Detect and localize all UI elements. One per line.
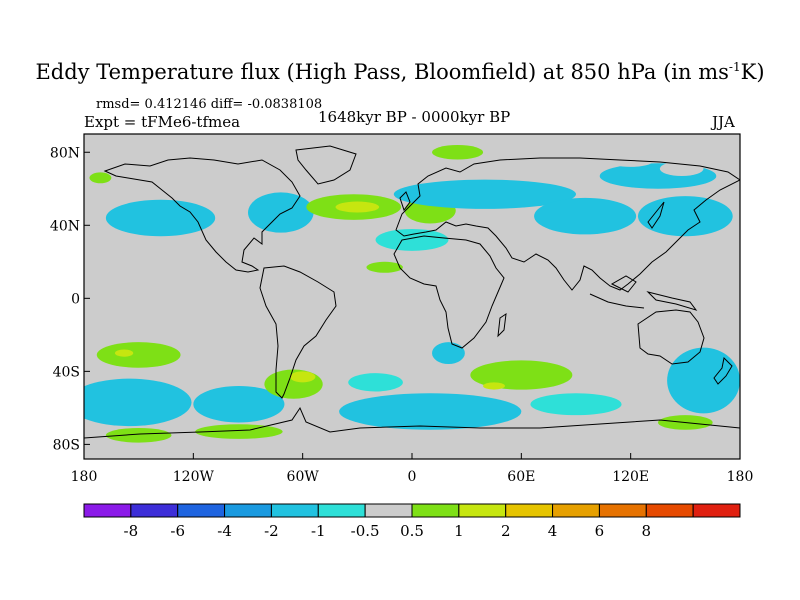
colorbar-label-8: 2 <box>501 522 511 540</box>
coastline-british-isles <box>399 191 411 212</box>
lon-label-2: 60W <box>287 469 320 485</box>
coastline-indonesia <box>589 275 698 311</box>
anomaly-region-0 <box>432 144 484 160</box>
colorbar-label-2: -4 <box>217 522 232 540</box>
anomaly-region-3 <box>659 161 704 176</box>
coastline-south-america <box>259 265 337 399</box>
coastline-australia <box>637 309 705 365</box>
lon-label-4: 60E <box>507 469 535 485</box>
anomaly-region-21 <box>105 427 172 443</box>
colorbar-swatch-6 <box>364 503 413 518</box>
coastline-africa <box>393 235 505 349</box>
anomaly-region-16 <box>114 349 134 357</box>
anomaly-region-10 <box>393 179 576 209</box>
anomaly-region-14 <box>366 261 403 273</box>
colorbar-swatch-13 <box>692 503 741 518</box>
colorbar-label-9: 4 <box>548 522 558 540</box>
colorbar-swatch-11 <box>598 503 647 518</box>
colorbar-label-4: -1 <box>311 522 326 540</box>
colorbar: -8 -6 -4 -2 -1 -0.5 0.5 1 2 4 6 8 <box>83 503 741 540</box>
colorbar-swatch-12 <box>645 503 694 518</box>
colorbar-swatch-5 <box>317 503 366 518</box>
lat-label-0: 80N <box>50 145 80 161</box>
anomaly-region-6 <box>247 192 314 233</box>
colorbar-swatch-0 <box>83 503 132 518</box>
anomaly-region-8 <box>335 201 380 213</box>
coastline-japan <box>647 201 665 229</box>
anomaly-region-13 <box>375 228 449 251</box>
colorbar-label-0: -8 <box>124 522 139 540</box>
experiment-label: Expt = tFMe6-tfmea <box>84 113 241 131</box>
lat-label-3: 40S <box>53 364 80 380</box>
colorbar-label-1: -6 <box>170 522 185 540</box>
anomaly-region-27 <box>339 393 522 430</box>
anomaly-region-11 <box>534 197 637 235</box>
anomaly-region-24 <box>432 342 465 365</box>
statistics-line: rmsd= 0.412146 diff= -0.0838108 <box>96 97 323 112</box>
coastline-antarctica <box>84 406 740 439</box>
coastline-eurasia <box>395 157 740 291</box>
anomaly-region-1 <box>89 172 112 184</box>
colorbar-swatch-1 <box>130 503 179 518</box>
coastlines <box>84 145 740 439</box>
lat-label-2: 0 <box>71 291 80 307</box>
colorbar-swatch-10 <box>552 503 600 518</box>
lat-label-1: 40N <box>50 218 80 234</box>
lon-label-5: 120E <box>612 469 649 485</box>
colorbar-label-6: 0.5 <box>400 522 424 540</box>
anomaly-region-15 <box>96 342 181 368</box>
anomaly-region-18 <box>193 385 285 423</box>
lon-label-3: 0 <box>408 469 417 485</box>
colorbar-swatch-2 <box>177 503 226 518</box>
coastline-madagascar <box>497 312 507 338</box>
anomaly-region-5 <box>105 199 216 237</box>
period-label: 1648kyr BP - 0000kyr BP <box>318 108 511 126</box>
axis-labels: 80N 40N 0 40S 80S 180 120W 60W 0 60E 120E 180 <box>50 145 753 485</box>
chart-title: Eddy Temperature flux (High Pass, Bloomf… <box>35 60 765 84</box>
lat-label-4: 80S <box>53 437 80 453</box>
anomaly-regions <box>84 144 740 443</box>
colorbar-label-10: 6 <box>595 522 605 540</box>
colorbar-swatch-3 <box>224 503 272 518</box>
colorbar-label-5: -0.5 <box>351 522 380 540</box>
coastline-greenland <box>295 145 357 185</box>
lon-label-0: 180 <box>71 469 98 485</box>
anomaly-region-12 <box>637 196 733 237</box>
anomaly-region-4 <box>608 155 653 167</box>
anomaly-region-26 <box>483 382 505 390</box>
season-label: JJA <box>712 113 735 131</box>
anomaly-region-20 <box>289 371 316 383</box>
colorbar-swatch-4 <box>270 503 319 518</box>
lon-label-6: 180 <box>727 469 754 485</box>
anomaly-region-22 <box>195 424 283 439</box>
coastline-new-zealand <box>713 356 733 385</box>
colorbar-swatch-9 <box>505 503 554 518</box>
anomaly-region-25 <box>470 360 573 390</box>
lon-label-1: 120W <box>173 469 215 485</box>
anomaly-region-28 <box>530 393 622 416</box>
colorbar-swatch-7 <box>411 503 460 518</box>
anomaly-region-29 <box>667 347 740 414</box>
colorbar-label-11: 8 <box>642 522 652 540</box>
colorbar-label-3: -2 <box>264 522 279 540</box>
colorbar-label-7: 1 <box>454 522 464 540</box>
anomaly-region-23 <box>348 373 403 392</box>
anomaly-region-17 <box>84 378 192 427</box>
colorbar-swatch-8 <box>458 503 507 518</box>
coastline-north-america <box>103 157 301 273</box>
